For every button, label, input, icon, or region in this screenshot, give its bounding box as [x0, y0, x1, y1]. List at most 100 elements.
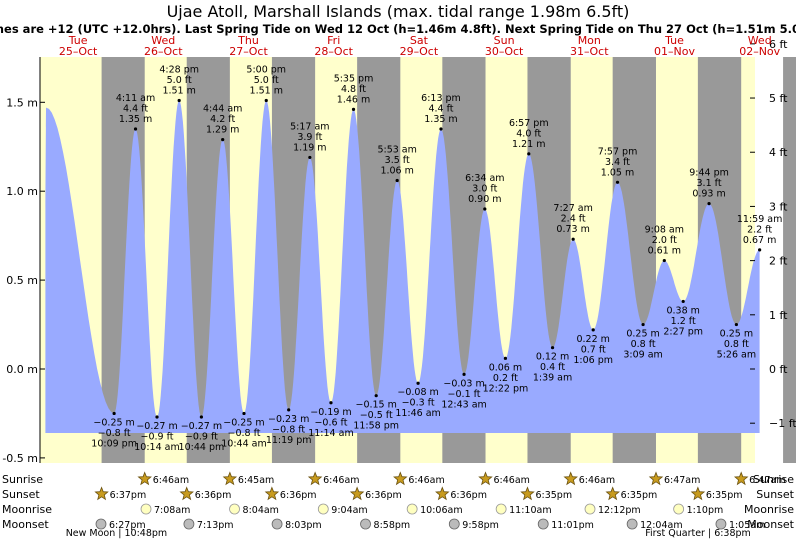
moonrise-icon — [140, 503, 152, 515]
y-tick-label-right: 2 ft — [769, 255, 788, 268]
tide-label-high: 0.93 m — [692, 189, 725, 200]
tide-point — [221, 138, 225, 142]
sun-star-icon — [222, 471, 238, 486]
y-tick-label-right: −1 ft — [769, 417, 796, 430]
sunrise-time: 6:45am — [238, 475, 274, 486]
tide-label-high: 5:00 pm — [246, 65, 286, 76]
tide-label-high: 6:57 pm — [509, 118, 549, 129]
tide-label-high: 1.46 m — [337, 94, 370, 105]
day-date: 02–Nov — [739, 45, 780, 58]
tide-point — [133, 127, 138, 131]
sunset-time: 6:36pm — [450, 490, 487, 501]
day-name: Wed — [151, 34, 175, 47]
tide-label-low: 0.8 ft — [724, 339, 749, 350]
sun-star-icon — [179, 486, 194, 501]
tide-label-high: 4.0 ft — [516, 128, 541, 139]
tide-label-low: 10:44 pm — [179, 442, 225, 453]
day-name: Sat — [410, 34, 429, 47]
tide-label-low: −0.8 ft — [98, 428, 131, 439]
tide-label-low: 5:26 am — [717, 350, 756, 361]
tide-label-low: −0.15 m — [355, 400, 396, 411]
moonrise-icon — [673, 503, 685, 515]
tide-label-high: 2.2 ft — [747, 224, 772, 235]
tide-point — [758, 248, 762, 252]
moonset-time: 12:04am — [640, 520, 682, 531]
tide-label-high: 1.19 m — [293, 142, 326, 153]
tide-label-high: 4.8 ft — [341, 84, 366, 95]
tide-label-low: 11:14 am — [308, 428, 353, 439]
moonset-time: 6:27pm — [109, 520, 146, 531]
y-tick-label-left: 0.5 m — [6, 274, 38, 287]
tide-point — [550, 346, 555, 350]
tide-label-high: 0.73 m — [556, 224, 589, 235]
tide-label-low: 10:09 pm — [91, 438, 137, 449]
tide-label-low: −0.23 m — [268, 414, 309, 425]
sunset-time: 6:35pm — [535, 490, 572, 501]
tide-label-high: 4:44 am — [203, 104, 242, 115]
tide-point — [374, 394, 378, 398]
moonrise-icon — [317, 503, 329, 515]
y-tick-label-right: 4 ft — [769, 146, 788, 159]
row-label-right: Sunrise — [753, 473, 794, 486]
sun-star-icon — [393, 471, 408, 486]
tide-point — [527, 152, 531, 156]
tide-point — [395, 178, 399, 183]
moonset-time: 1:05am — [729, 520, 765, 531]
tide-label-low: 2:27 pm — [663, 326, 703, 337]
tide-label-low: 0.8 ft — [631, 339, 656, 350]
day-date: 28–Oct — [314, 45, 353, 58]
sunset-time: 6:37pm — [110, 490, 147, 501]
day-date: 01–Nov — [654, 45, 695, 58]
day-date: 26–Oct — [144, 45, 183, 58]
tide-label-low: 0.25 m — [626, 329, 659, 340]
tide-label-low: 10:14 am — [134, 442, 179, 453]
tide-point — [416, 381, 420, 385]
y-tick-label-left: 0.0 m — [6, 363, 38, 376]
tide-label-high: 3.5 ft — [385, 155, 410, 166]
y-tick-label-left: 1.5 m — [6, 96, 38, 109]
day-name: Fri — [327, 34, 340, 47]
sunset-time: 6:36pm — [195, 490, 232, 501]
tide-label-low: 11:58 pm — [353, 421, 399, 432]
tide-label-high: 1.51 m — [162, 86, 195, 97]
tide-label-low: 12:22 pm — [483, 383, 529, 394]
moonset-time: 8:58pm — [374, 520, 411, 531]
day-name: Wed — [748, 34, 772, 47]
tide-point — [242, 411, 246, 416]
moonrise-icon — [406, 503, 418, 515]
moonset-icon — [715, 518, 727, 530]
row-label-left: Moonset — [2, 518, 49, 531]
sunrise-time: 6:47am — [664, 475, 700, 486]
tide-label-high: 3.9 ft — [297, 132, 322, 143]
day-date: 25–Oct — [59, 45, 98, 58]
sunrise-time: 6:46am — [153, 475, 189, 486]
y-tick-label-left: 1.0 m — [6, 185, 38, 198]
day-headers: Tue25–OctWed26–OctThu27–OctFri28–OctSat2… — [59, 34, 781, 58]
day-name: Mon — [578, 34, 601, 47]
tide-label-high: 5:53 am — [377, 145, 416, 156]
tide-point — [707, 202, 711, 206]
tide-label-high: 11:59 am — [737, 214, 782, 225]
moonset-icon — [537, 518, 549, 530]
tide-label-high: 0.90 m — [468, 194, 501, 205]
moonset-icon — [360, 518, 371, 530]
row-label-left: Moonrise — [2, 503, 52, 516]
tide-label-low: −0.27 m — [181, 421, 222, 432]
tide-label-low: −0.8 ft — [272, 424, 305, 435]
tide-label-low: −0.08 m — [397, 387, 438, 398]
tide-label-low: 0.12 m — [536, 352, 569, 363]
tide-point — [439, 127, 443, 131]
sun-star-icon — [435, 486, 450, 501]
tide-point — [503, 356, 508, 360]
moonset-icon — [183, 518, 195, 530]
day-date: 30–Oct — [485, 45, 524, 58]
tide-point — [177, 98, 181, 103]
y-tick-label-right: 1 ft — [769, 309, 788, 322]
sun-star-icon — [563, 471, 578, 486]
sun-star-icon — [137, 471, 152, 486]
tide-label-high: 6:13 pm — [421, 93, 461, 104]
moonrise-time: 10:06am — [420, 505, 462, 516]
sunrise-time: 6:47am — [749, 475, 785, 486]
